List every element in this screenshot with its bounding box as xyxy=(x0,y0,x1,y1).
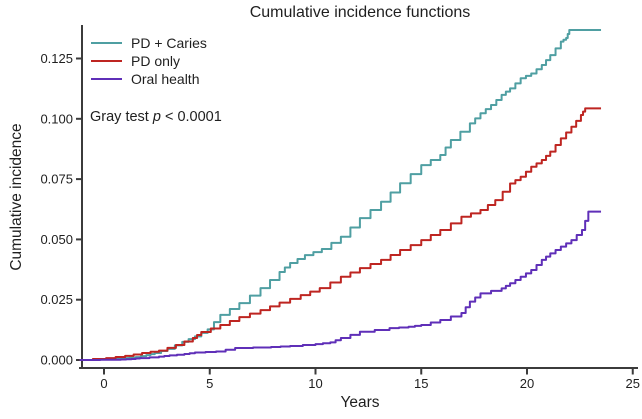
annotation-suffix: < 0.0001 xyxy=(160,109,222,125)
x-axis-label: Years xyxy=(340,394,380,411)
legend-label-pd-caries: PD + Caries xyxy=(131,35,207,51)
y-tick-label: 0.050 xyxy=(40,232,73,247)
y-tick-label: 0.025 xyxy=(40,292,73,307)
y-tick-label: 0.125 xyxy=(40,51,73,66)
legend-swatch-oral-health xyxy=(91,78,122,80)
legend-item-pd-only: PD only xyxy=(91,52,207,70)
y-tick-label: 0.000 xyxy=(40,353,73,368)
x-tick-label: 25 xyxy=(626,376,640,391)
legend-item-oral-health: Oral health xyxy=(91,70,207,88)
gray-test-annotation: Gray test p < 0.0001 xyxy=(90,109,222,125)
legend: PD + Caries PD only Oral health xyxy=(91,34,207,88)
legend-label-pd-only: PD only xyxy=(131,53,181,69)
y-tick-label: 0.075 xyxy=(40,172,73,187)
annotation-p-italic: p xyxy=(152,109,161,125)
series-line-pd-only xyxy=(79,107,602,361)
x-tick-label: 0 xyxy=(100,376,107,391)
x-tick-label: 15 xyxy=(414,376,428,391)
annotation-prefix: Gray test xyxy=(90,109,153,125)
chart-title: Cumulative incidence functions xyxy=(249,4,471,21)
x-tick-label: 20 xyxy=(520,376,534,391)
series-line-oral-health xyxy=(79,210,602,361)
legend-item-pd-caries: PD + Caries xyxy=(91,34,207,52)
legend-swatch-pd-only xyxy=(91,60,122,62)
y-axis-label: Cumulative incidence xyxy=(8,123,25,271)
y-tick-label: 0.100 xyxy=(40,111,73,126)
x-tick-label: 10 xyxy=(308,376,322,391)
legend-label-oral-health: Oral health xyxy=(131,71,200,87)
legend-swatch-pd-caries xyxy=(91,42,122,44)
x-tick-label: 5 xyxy=(206,376,213,391)
